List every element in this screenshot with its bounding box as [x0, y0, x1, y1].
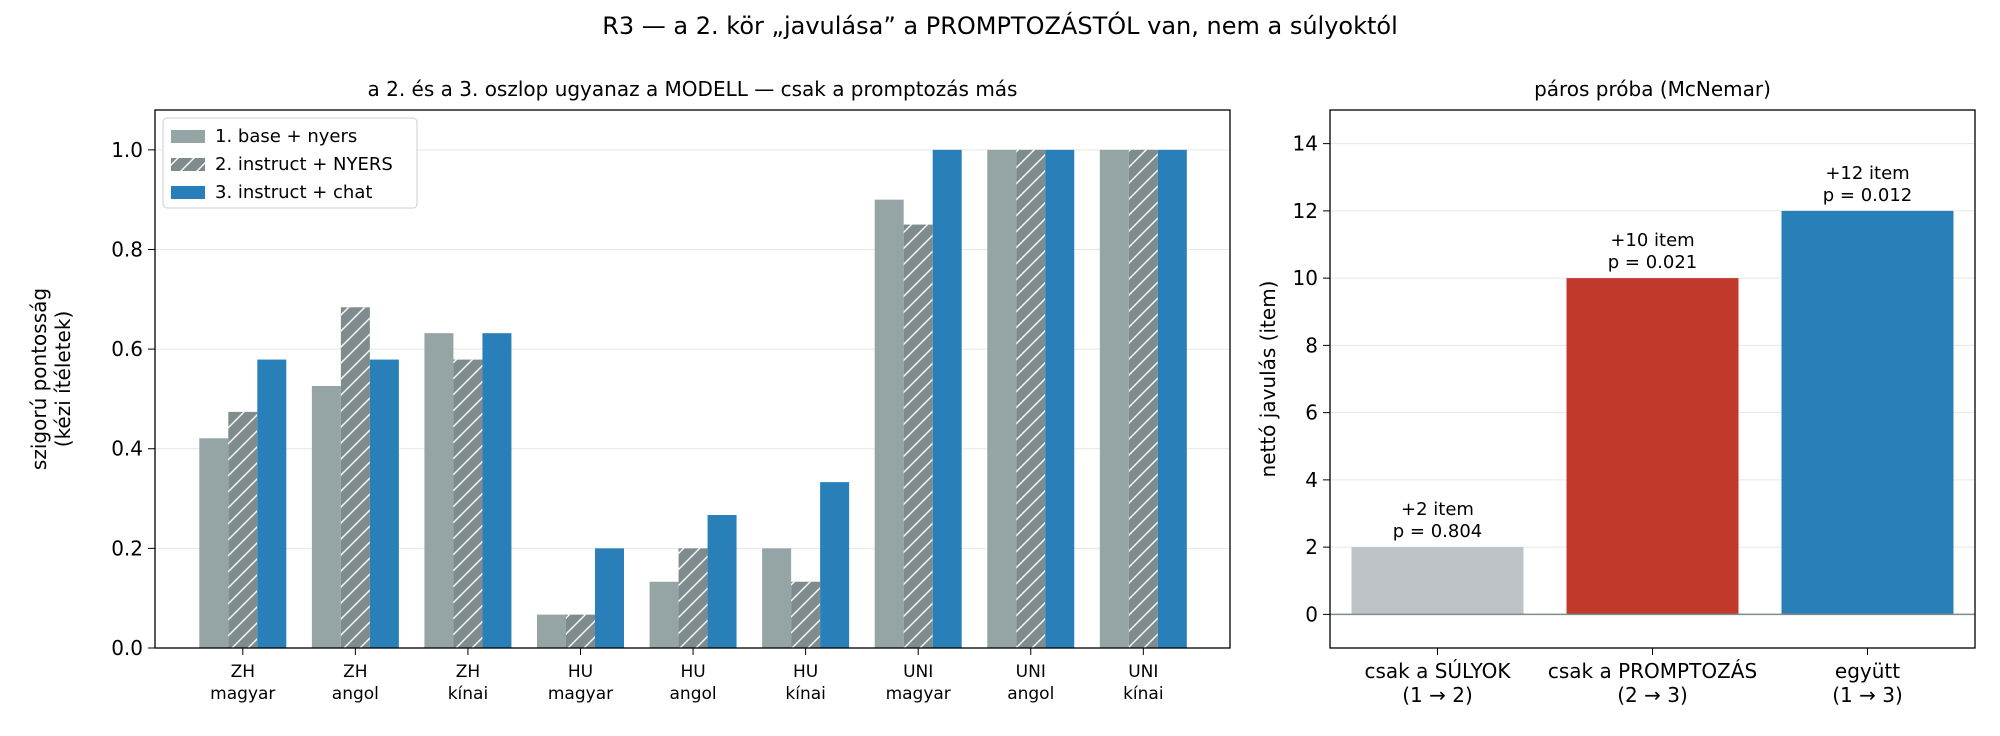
y-tick-label: 8: [1305, 333, 1318, 357]
bar: [369, 359, 399, 648]
y-axis-label: nettó javulás (item): [1256, 281, 1280, 478]
y-tick-label: 0.8: [111, 237, 143, 261]
bar: [1351, 547, 1524, 615]
legend-box: [162, 117, 418, 209]
bar: [199, 438, 229, 648]
bar: [311, 385, 341, 648]
y-tick-label: 6: [1305, 401, 1318, 425]
x-tick-label: csak a SÚLYOK (1 → 2): [1364, 659, 1511, 707]
bar: [536, 614, 566, 648]
x-tick-label: ZH kínai: [448, 662, 488, 704]
bar-hatch: [565, 614, 595, 648]
legend-label: 1. base + nyers: [215, 126, 357, 147]
x-tick-label: HU kínai: [785, 662, 825, 704]
y-tick-label: 10: [1293, 266, 1318, 290]
x-tick-label: UNI angol: [1007, 662, 1054, 704]
left-chart: 0.0 0.2 0.4 0.6 0.8 1.0 ZH magyar ZH angol ZH kínai…: [27, 77, 1231, 704]
bar: [257, 359, 287, 648]
bar-hatch: [678, 548, 708, 648]
bar: [707, 514, 737, 648]
bar: [1781, 210, 1954, 615]
bar-hatch: [340, 307, 370, 648]
bar: [1099, 149, 1129, 648]
y-tick-label: 12: [1293, 199, 1318, 223]
axes-frame: [154, 109, 1231, 649]
y-tick-label: 4: [1305, 468, 1318, 492]
bar-hatch: [791, 581, 821, 648]
x-tick-label: UNI kínai: [1123, 662, 1163, 704]
y-tick-label: 2: [1305, 535, 1318, 559]
y-tick-label: 14: [1293, 132, 1318, 156]
bar: [874, 199, 904, 648]
bar: [424, 333, 454, 648]
bar-hatch: [228, 411, 258, 648]
legend-label: 3. instruct + chat: [215, 182, 372, 203]
bar: [820, 482, 850, 648]
bar: [482, 333, 512, 648]
x-tick-label: HU magyar: [548, 662, 613, 704]
bar: [649, 581, 679, 648]
bar: [762, 548, 792, 648]
data-label: +10 item p = 0.021: [1608, 230, 1697, 273]
chart-title: a 2. és a 3. oszlop ugyanaz a MODELL — c…: [368, 77, 1018, 101]
x-tick-label: ZH angol: [332, 662, 379, 704]
bar: [1566, 278, 1739, 615]
bar: [932, 149, 962, 648]
x-tick-label: csak a PROMPTOZÁS (2 → 3): [1548, 659, 1757, 707]
y-tick-label: 0.0: [111, 636, 143, 660]
legend-swatch: [171, 186, 205, 199]
figure-title: R3 — a 2. kör „javulása” a PROMPTOZÁSTÓL…: [602, 12, 1398, 40]
bar-hatch: [1128, 149, 1158, 648]
data-label: +2 item p = 0.804: [1393, 499, 1482, 542]
x-tick-label: együtt (1 → 3): [1832, 659, 1903, 707]
x-tick-label: ZH magyar: [210, 662, 275, 704]
legend-swatch: [171, 130, 205, 143]
legend-label: 2. instruct + NYERS: [215, 154, 393, 175]
legend: 1. base + nyers 2. instruct + NYERS 3. ins…: [162, 117, 418, 209]
bar: [594, 548, 624, 648]
data-label: +12 item p = 0.012: [1823, 163, 1912, 206]
bar-hatch: [903, 224, 933, 648]
right-chart: 0 2 4 6 8 10 12 14 +2 item p = 0.804 csak a SÚLYOK…: [1256, 77, 1976, 707]
bar: [987, 149, 1017, 648]
chart-title: páros próba (McNemar): [1534, 77, 1771, 101]
y-tick-label: 0.2: [111, 536, 143, 560]
bar-hatch: [453, 359, 483, 648]
legend-swatch-hatch: [171, 158, 205, 171]
x-tick-label: HU angol: [670, 662, 717, 704]
x-tick-label: UNI magyar: [886, 662, 951, 704]
bar-hatch: [1016, 149, 1046, 648]
axes-frame: [1329, 109, 1976, 649]
bar: [1157, 149, 1187, 648]
y-axis-label: szigorú pontosság(kézi ítéletek): [27, 288, 75, 470]
y-tick-label: 0.6: [111, 337, 143, 361]
y-tick-label: 1.0: [111, 138, 143, 162]
y-tick-label: 0.4: [111, 437, 143, 461]
y-tick-label: 0: [1305, 602, 1318, 626]
bar: [1045, 149, 1075, 648]
